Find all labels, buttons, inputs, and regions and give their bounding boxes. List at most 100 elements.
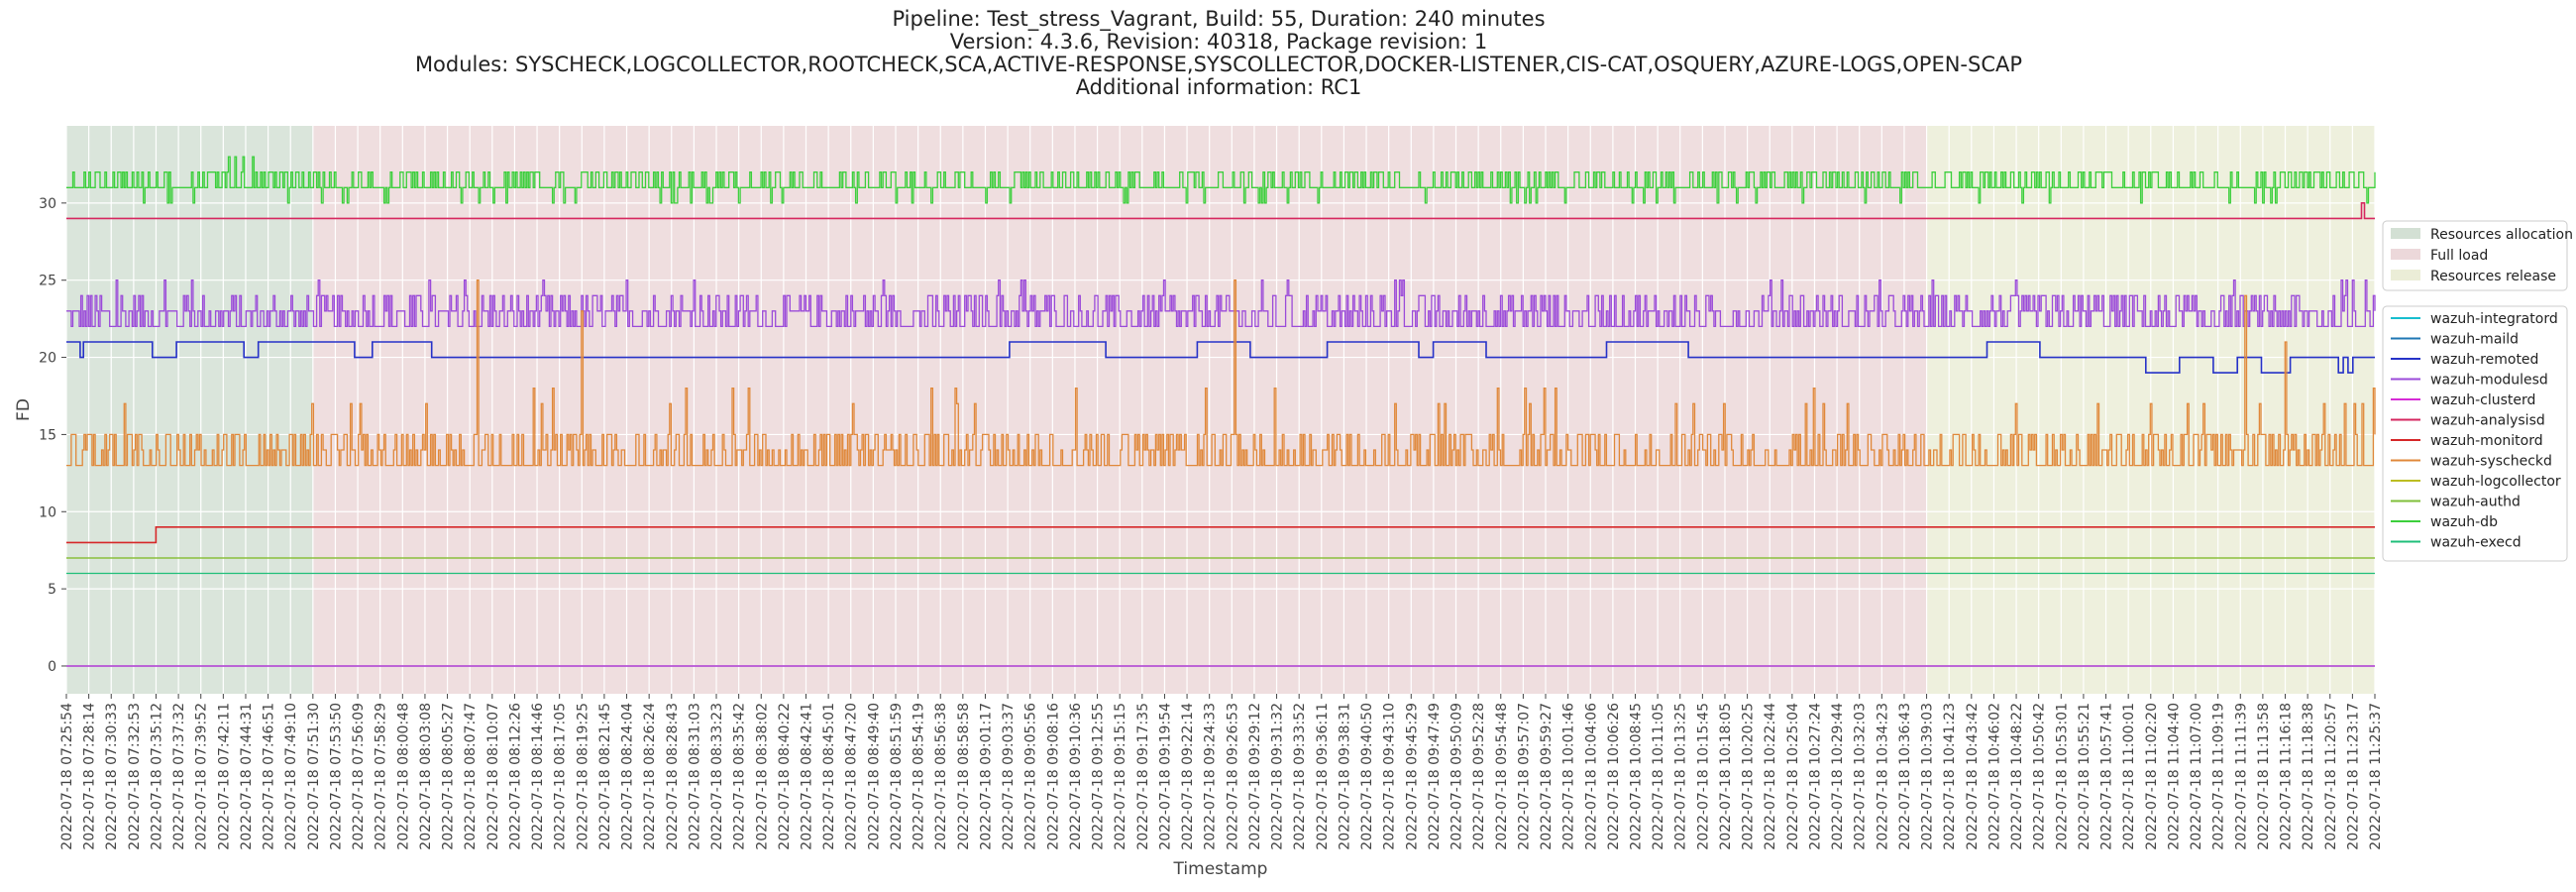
x-tick-label: 2022-07-18 10:04:06 <box>1583 703 1599 850</box>
x-tick-label: 2022-07-18 10:27:24 <box>1808 703 1824 850</box>
x-tick-label: 2022-07-18 07:35:12 <box>150 703 165 850</box>
series-legend-label: wazuh-authd <box>2430 495 2521 510</box>
x-tick-label: 2022-07-18 11:11:39 <box>2233 703 2249 850</box>
x-tick-label: 2022-07-18 09:01:17 <box>979 703 995 850</box>
x-tick-label: 2022-07-18 08:05:27 <box>441 703 457 850</box>
x-tick-label: 2022-07-18 08:10:07 <box>485 703 501 850</box>
x-tick-label: 2022-07-18 10:32:03 <box>1853 703 1869 850</box>
y-tick-label: 0 <box>48 659 56 675</box>
x-tick-label: 2022-07-18 11:20:57 <box>2323 703 2339 850</box>
x-tick-label: 2022-07-18 10:22:44 <box>1763 703 1778 850</box>
x-tick-label: 2022-07-18 07:56:09 <box>351 703 367 850</box>
x-tick-label: 2022-07-18 09:12:55 <box>1091 703 1107 850</box>
series-legend-label: wazuh-syscheckd <box>2430 454 2552 470</box>
x-tick-label: 2022-07-18 09:05:56 <box>1023 703 1039 850</box>
series-line-wazuh-analysisd <box>66 202 2375 220</box>
x-tick-label: 2022-07-18 10:55:21 <box>2077 703 2093 850</box>
y-tick-label: 10 <box>39 504 56 520</box>
series-legend-label: wazuh-maild <box>2430 332 2519 348</box>
x-tick-label: 2022-07-18 10:41:23 <box>1942 703 1958 850</box>
x-tick-label: 2022-07-18 08:31:03 <box>687 703 702 850</box>
x-tick-label: 2022-07-18 11:23:17 <box>2345 703 2361 850</box>
x-tick-label: 2022-07-18 09:54:48 <box>1494 703 1510 850</box>
y-tick-label: 5 <box>48 582 56 598</box>
x-tick-label: 2022-07-18 07:28:14 <box>82 703 98 850</box>
x-tick-label: 2022-07-18 09:33:52 <box>1292 703 1308 850</box>
x-tick-label: 2022-07-18 08:21:45 <box>597 703 613 850</box>
series-legend-label: wazuh-analysisd <box>2430 413 2545 429</box>
x-tick-label: 2022-07-18 09:47:49 <box>1427 703 1443 850</box>
x-tick-label: 2022-07-18 11:18:38 <box>2301 703 2316 850</box>
x-tick-label: 2022-07-18 09:08:16 <box>1045 703 1061 850</box>
x-tick-label: 2022-07-18 07:51:30 <box>306 703 322 850</box>
x-tick-label: 2022-07-18 09:19:54 <box>1157 703 1173 850</box>
x-tick-label: 2022-07-18 10:08:45 <box>1629 703 1645 850</box>
x-tick-label: 2022-07-18 08:51:59 <box>889 703 905 850</box>
series-legend-label: wazuh-logcollector <box>2430 474 2561 490</box>
x-axis-label: Timestamp <box>1173 859 1268 879</box>
x-tick-label: 2022-07-18 10:34:23 <box>1875 703 1890 850</box>
x-tick-label: 2022-07-18 07:39:52 <box>194 703 210 850</box>
x-tick-label: 2022-07-18 09:31:32 <box>1270 703 1286 850</box>
x-tick-label: 2022-07-18 08:42:41 <box>800 703 815 850</box>
x-tick-label: 2022-07-18 08:40:22 <box>777 703 793 850</box>
x-tick-label: 2022-07-18 08:58:58 <box>956 703 972 850</box>
series-line-wazuh-db <box>66 156 2376 204</box>
x-tick-label: 2022-07-18 09:36:11 <box>1315 703 1331 850</box>
x-tick-label: 2022-07-18 07:30:33 <box>104 703 120 850</box>
x-tick-label: 2022-07-18 10:36:43 <box>1897 703 1913 850</box>
x-tick-label: 2022-07-18 07:37:32 <box>171 703 187 850</box>
x-tick-label: 2022-07-18 09:43:10 <box>1382 703 1398 850</box>
x-tick-label: 2022-07-18 11:09:19 <box>2211 703 2227 850</box>
y-tick-label: 25 <box>39 274 56 289</box>
chart-title: Pipeline: Test_stress_Vagrant, Build: 55… <box>0 8 2437 99</box>
series-line-wazuh-monitord <box>66 526 2375 544</box>
phase-legend-box <box>2382 220 2568 291</box>
x-tick-label: 2022-07-18 10:43:42 <box>1965 703 1981 850</box>
series-line-wazuh-modulesd <box>66 279 2376 328</box>
x-tick-label: 2022-07-18 11:13:58 <box>2256 703 2272 850</box>
title-line-pipeline: Pipeline: Test_stress_Vagrant, Build: 55… <box>892 7 1546 31</box>
x-tick-label: 2022-07-18 08:03:08 <box>418 703 434 850</box>
x-tick-label: 2022-07-18 11:02:20 <box>2144 703 2160 850</box>
x-tick-label: 2022-07-18 11:00:01 <box>2121 703 2137 850</box>
x-tick-label: 2022-07-18 08:38:02 <box>754 703 770 850</box>
x-tick-label: 2022-07-18 10:01:46 <box>1561 703 1577 850</box>
x-tick-label: 2022-07-18 07:58:29 <box>374 703 389 850</box>
x-tick-label: 2022-07-18 08:19:25 <box>575 703 590 850</box>
phase-legend-label: Full load <box>2430 248 2488 264</box>
phase-legend-label: Resources release <box>2430 269 2556 284</box>
x-tick-label: 2022-07-18 07:42:11 <box>216 703 232 850</box>
y-tick-label: 15 <box>39 427 56 443</box>
title-line-additional: Additional information: RC1 <box>1075 75 1362 99</box>
x-tick-label: 2022-07-18 09:59:27 <box>1539 703 1555 850</box>
series-line-wazuh-remoted <box>66 341 2375 374</box>
x-tick-label: 2022-07-18 10:18:05 <box>1718 703 1734 850</box>
x-tick-label: 2022-07-18 07:53:50 <box>329 703 345 850</box>
x-tick-label: 2022-07-18 08:17:05 <box>553 703 569 850</box>
series-legend-label: wazuh-modulesd <box>2430 373 2548 389</box>
x-tick-label: 2022-07-18 10:50:42 <box>2032 703 2048 850</box>
x-tick-label: 2022-07-18 09:24:33 <box>1203 703 1219 850</box>
x-tick-label: 2022-07-18 08:54:19 <box>912 703 927 850</box>
x-tick-label: 2022-07-18 10:48:22 <box>2009 703 2025 850</box>
title-line-modules: Modules: SYSCHECK,LOGCOLLECTOR,ROOTCHECK… <box>414 53 2023 76</box>
x-tick-label: 2022-07-18 07:49:10 <box>283 703 299 850</box>
x-tick-label: 2022-07-18 09:17:35 <box>1135 703 1151 850</box>
x-tick-label: 2022-07-18 08:26:24 <box>642 703 658 850</box>
x-tick-label: 2022-07-18 09:26:53 <box>1225 703 1240 850</box>
x-tick-label: 2022-07-18 08:33:23 <box>709 703 725 850</box>
x-tick-label: 2022-07-18 10:25:04 <box>1785 703 1801 850</box>
series-legend-label: wazuh-monitord <box>2430 433 2543 449</box>
x-tick-label: 2022-07-18 08:24:04 <box>620 703 636 850</box>
x-tick-label: 2022-07-18 08:07:47 <box>463 703 479 850</box>
x-tick-label: 2022-07-18 08:28:43 <box>665 703 681 850</box>
x-tick-label: 2022-07-18 10:20:25 <box>1741 703 1757 850</box>
series-legend-label: wazuh-db <box>2430 514 2498 530</box>
x-tick-label: 2022-07-18 09:10:36 <box>1068 703 1084 850</box>
x-tick-label: 2022-07-18 10:29:44 <box>1830 703 1846 850</box>
x-tick-label: 2022-07-18 11:16:18 <box>2279 703 2295 850</box>
x-tick-label: 2022-07-18 09:15:15 <box>1113 703 1128 850</box>
phase-legend-swatch <box>2391 249 2420 260</box>
